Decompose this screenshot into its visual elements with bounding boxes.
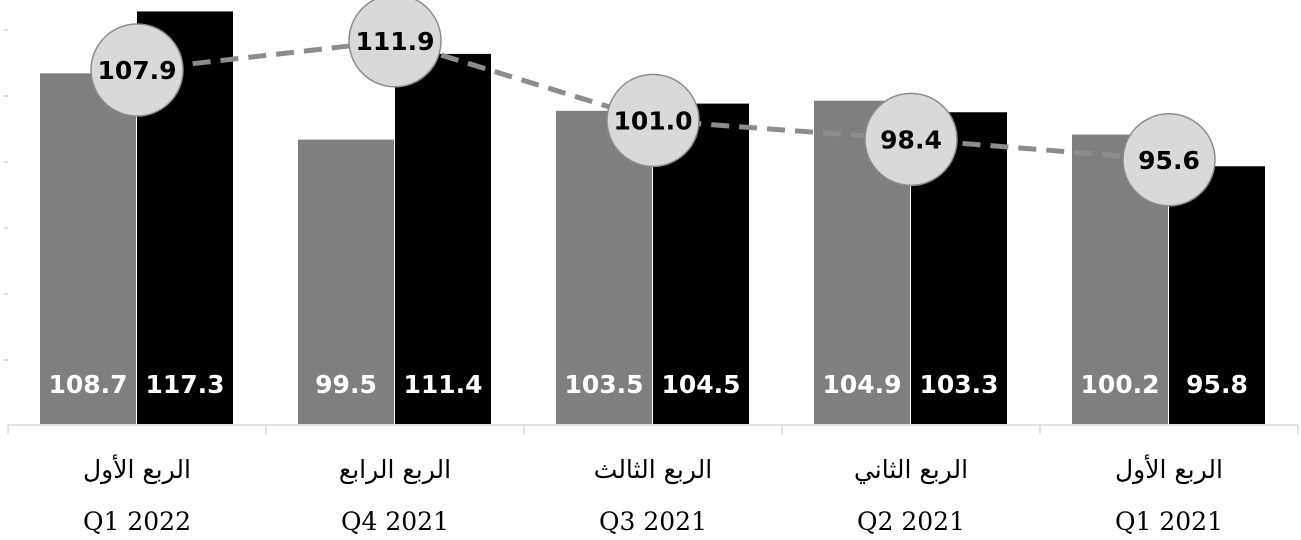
line-value-label: 107.9 [97, 56, 176, 85]
bar-series-2-4 [1169, 166, 1265, 425]
bar-value-label: 100.2 [1080, 370, 1159, 399]
line-value-label: 101.0 [613, 106, 692, 135]
bar-value-label: 99.5 [315, 370, 377, 399]
y-axis-tick-marks [4, 29, 8, 361]
bar-series-2-1 [395, 53, 491, 425]
category-label-english: Q4 2021 [341, 507, 449, 536]
bar-series-1-1 [298, 139, 394, 424]
line-value-label: 98.4 [880, 125, 942, 154]
category-label-english: Q2 2021 [857, 507, 965, 536]
bar-value-label: 104.9 [822, 370, 901, 399]
bar-value-label: 117.3 [145, 370, 224, 399]
line-value-label: 111.9 [355, 27, 434, 56]
line-point-marker [864, 92, 958, 187]
line-series-layer: 107.9 111.9 101.0 98.4 95.6 [90, 0, 1216, 207]
bars-layer [40, 11, 1265, 425]
category-labels-layer: الربع الأول Q1 2022 الربع الرابع Q4 2021 الر… [83, 453, 1223, 536]
category-label-english: Q1 2022 [83, 507, 191, 536]
line-value-label: 95.6 [1138, 146, 1200, 175]
line-point-marker [606, 73, 700, 168]
bar-value-label: 108.7 [48, 370, 127, 399]
line-point-marker [348, 0, 442, 88]
category-label-arabic: الربع الأول [83, 453, 191, 485]
line-point-marker [1122, 113, 1216, 207]
bar-labels-layer: 108.7 117.3 99.5 111.4 103.5 104.5 104.9 103.3 1… [48, 370, 1247, 399]
category-label-english: Q3 2021 [599, 507, 707, 536]
bar-value-label: 103.5 [564, 370, 643, 399]
category-label-arabic: الربع الأول [1115, 453, 1223, 485]
line-series-path [136, 38, 1170, 163]
category-label-arabic: الربع الرابع [339, 455, 451, 485]
bar-value-label: 104.5 [661, 370, 740, 399]
category-label-arabic: الربع الثالث [594, 455, 712, 485]
category-label-english: Q1 2021 [1115, 507, 1223, 536]
line-point-marker [90, 23, 184, 117]
bar-series-1-0 [40, 73, 136, 425]
bar-value-label: 95.8 [1186, 370, 1248, 399]
x-axis-tick-marks [7, 425, 1299, 434]
bar-value-label: 103.3 [919, 370, 998, 399]
category-label-arabic: الربع الثاني [854, 455, 968, 485]
bar-value-label: 111.4 [403, 370, 482, 399]
